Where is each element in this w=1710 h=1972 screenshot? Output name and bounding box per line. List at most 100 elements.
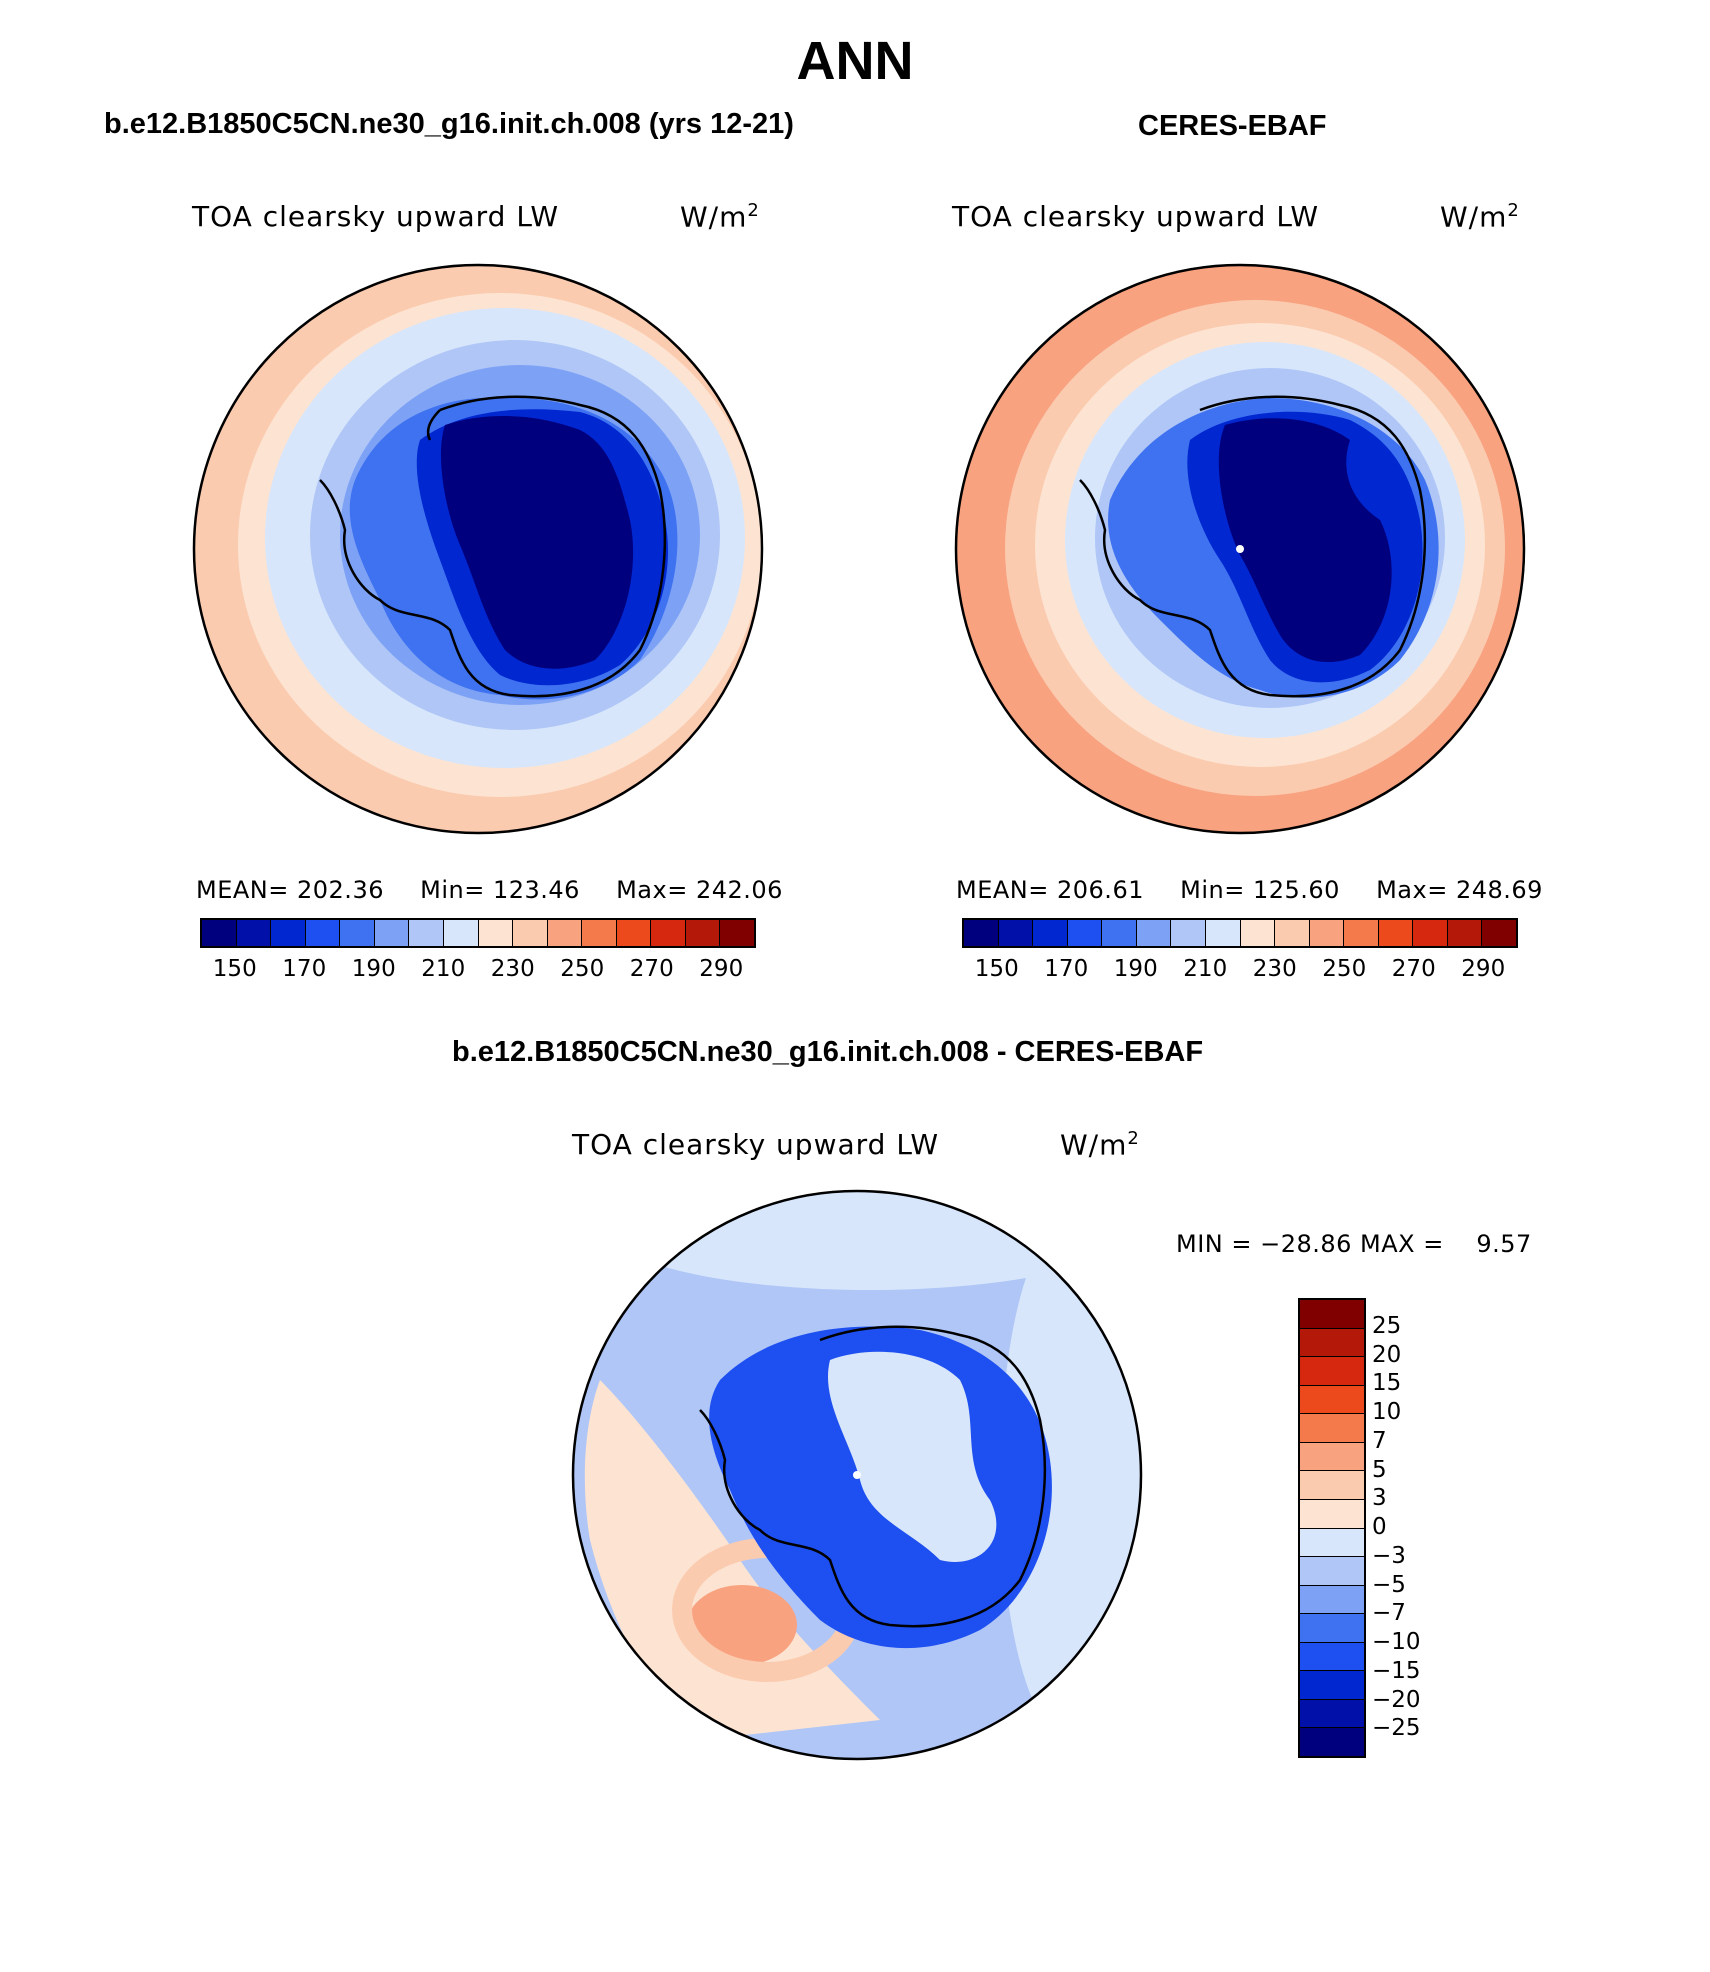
- colorbar-cell: [513, 920, 548, 946]
- panel-1-stats: MEAN= 202.36 Min= 123.46 Max= 242.06: [196, 876, 783, 904]
- map1-band-150: [440, 415, 634, 669]
- colorbar-cell: [1300, 1585, 1364, 1615]
- colorbar-cell: [1344, 920, 1379, 946]
- colorbar-cell: [1300, 1442, 1364, 1472]
- colorbar-tick-label: 7: [1372, 1427, 1387, 1454]
- colorbar-cell: [547, 920, 583, 946]
- colorbar-tick-label: 0: [1372, 1514, 1387, 1540]
- map2-coastline: [1079, 395, 1427, 698]
- panel-2-field-label: TOA clearsky upward LW: [952, 200, 1320, 233]
- colorbar-cell: [1309, 920, 1345, 946]
- diff-minmax: MIN = −28.86 MAX = 9.57: [1176, 1230, 1532, 1258]
- colorbar-cell: [1482, 920, 1516, 946]
- colorbar-cell: [1300, 1385, 1364, 1415]
- colorbar-tick-label: 210: [421, 956, 466, 982]
- colorbar-cell: [374, 920, 410, 946]
- colorbar-cell: [616, 920, 652, 946]
- colorbar-tick-label: 25: [1372, 1312, 1402, 1339]
- colorbar-cell: [685, 920, 721, 946]
- colorbar-tick-label: 230: [490, 956, 535, 982]
- colorbar-cell: [409, 920, 444, 946]
- colorbar-cell: [1300, 1499, 1364, 1529]
- colorbar-tick-label: 290: [699, 956, 744, 982]
- colorbar-cell: [1136, 920, 1172, 946]
- diff-colorbar: [1298, 1298, 1366, 1758]
- colorbar-cell: [1300, 1671, 1364, 1700]
- colorbar-cell: [478, 920, 514, 946]
- colorbar-cell: [651, 920, 686, 946]
- colorbar-tick-label: 5: [1372, 1456, 1387, 1483]
- panel-2-units: W/m2: [1440, 200, 1520, 234]
- diff-pole-dot: [853, 1471, 861, 1479]
- panel-2-map: [956, 265, 1524, 833]
- colorbar-tick-label: 170: [1044, 956, 1089, 982]
- colorbar-tick-label: −25: [1372, 1715, 1421, 1742]
- colorbar-tick-label: −10: [1372, 1629, 1421, 1655]
- colorbar-tick-label: 290: [1461, 956, 1506, 982]
- colorbar-tick-label: 250: [1322, 956, 1367, 982]
- colorbar-tick-label: 230: [1252, 956, 1297, 982]
- diff-map: [573, 1191, 1141, 1759]
- panel-1-units: W/m2: [680, 200, 760, 234]
- map2-border: [954, 263, 1526, 835]
- colorbar-tick-label: −15: [1372, 1657, 1421, 1684]
- colorbar-tick-label: −3: [1372, 1542, 1406, 1569]
- colorbar-tick-label: 20: [1372, 1341, 1402, 1368]
- colorbar-cell: [1300, 1357, 1364, 1386]
- colorbar-cell: [340, 920, 375, 946]
- diff-colorbar-ticks: 25 20 15 10 7 5 3 0 −3 −5 −7 −10 −15 −20 −25: [1372, 1298, 1492, 1758]
- colorbar-cell: [1300, 1328, 1364, 1358]
- diff-band-east: [1000, 1220, 1140, 1740]
- panel-2-stats: MEAN= 206.61 Min= 125.60 Max= 248.69: [956, 876, 1543, 904]
- colorbar-cell: [1300, 1471, 1364, 1500]
- colorbar-cell: [1102, 920, 1137, 946]
- colorbar-cell: [1300, 1642, 1364, 1672]
- panel-2-colorbar-ticks: 150 170 190 210 230 250 270 290: [962, 956, 1518, 986]
- colorbar-cell: [1300, 1728, 1364, 1756]
- colorbar-cell: [271, 920, 306, 946]
- colorbar-cell: [1300, 1300, 1364, 1329]
- colorbar-cell: [1300, 1414, 1364, 1443]
- colorbar-cell: [1240, 920, 1276, 946]
- colorbar-cell: [202, 920, 237, 946]
- map1-border: [192, 263, 764, 835]
- colorbar-cell: [1447, 920, 1483, 946]
- colorbar-tick-label: 170: [282, 956, 327, 982]
- colorbar-tick-label: 190: [351, 956, 396, 982]
- colorbar-cell: [998, 920, 1034, 946]
- diff-band-light: [827, 1351, 997, 1562]
- colorbar-cell: [720, 920, 754, 946]
- colorbar-cell: [1300, 1528, 1364, 1558]
- diff-coastline: [699, 1325, 1047, 1628]
- colorbar-tick-label: −7: [1372, 1600, 1406, 1627]
- colorbar-cell: [1413, 920, 1448, 946]
- colorbar-cell: [1067, 920, 1103, 946]
- diff-border: [571, 1189, 1143, 1761]
- colorbar-cell: [1171, 920, 1206, 946]
- diff-field-label: TOA clearsky upward LW: [572, 1128, 940, 1161]
- panel-2-case-title: CERES-EBAF: [1138, 110, 1327, 142]
- colorbar-cell: [1275, 920, 1310, 946]
- colorbar-tick-label: −5: [1372, 1571, 1406, 1598]
- panel-1-map: [194, 265, 762, 833]
- diff-case-title: b.e12.B1850C5CN.ne30_g16.init.ch.008 - C…: [452, 1036, 1204, 1068]
- panel-1-case-title: b.e12.B1850C5CN.ne30_g16.init.ch.008 (yr…: [104, 108, 794, 140]
- map2-pole-dot: [1236, 545, 1244, 553]
- colorbar-tick-label: 210: [1183, 956, 1228, 982]
- colorbar-tick-label: 250: [560, 956, 605, 982]
- page-title: ANN: [796, 31, 914, 91]
- colorbar-cell: [443, 920, 479, 946]
- colorbar-tick-label: 15: [1372, 1370, 1402, 1397]
- colorbar-cell: [582, 920, 617, 946]
- colorbar-tick-label: 150: [212, 956, 257, 982]
- colorbar-tick-label: 270: [1391, 956, 1436, 982]
- colorbar-cell: [1205, 920, 1241, 946]
- colorbar-cell: [1300, 1614, 1364, 1643]
- colorbar-cell: [1300, 1557, 1364, 1586]
- colorbar-cell: [1300, 1699, 1364, 1729]
- panel-1-colorbar: [200, 918, 756, 948]
- colorbar-tick-label: 3: [1372, 1485, 1387, 1512]
- colorbar-cell: [305, 920, 341, 946]
- map2-band-150: [1218, 418, 1392, 663]
